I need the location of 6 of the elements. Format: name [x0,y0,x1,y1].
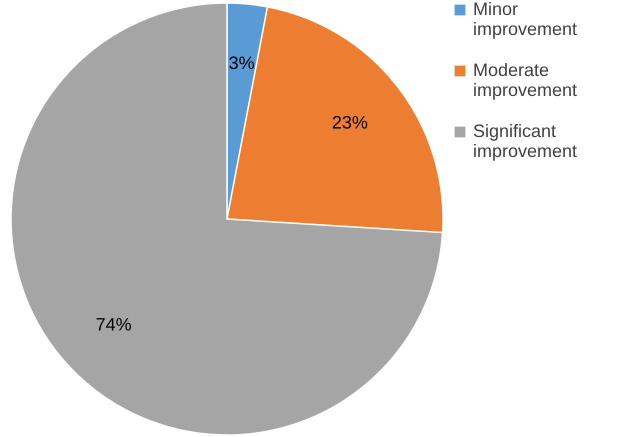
legend-label: Minor improvement [473,0,578,39]
data-label: 3% [228,53,255,74]
data-label: 74% [96,314,132,334]
legend-label: Significant improvement [473,121,578,161]
legend-label: Moderate improvement [473,60,578,100]
data-label: 23% [332,112,368,133]
